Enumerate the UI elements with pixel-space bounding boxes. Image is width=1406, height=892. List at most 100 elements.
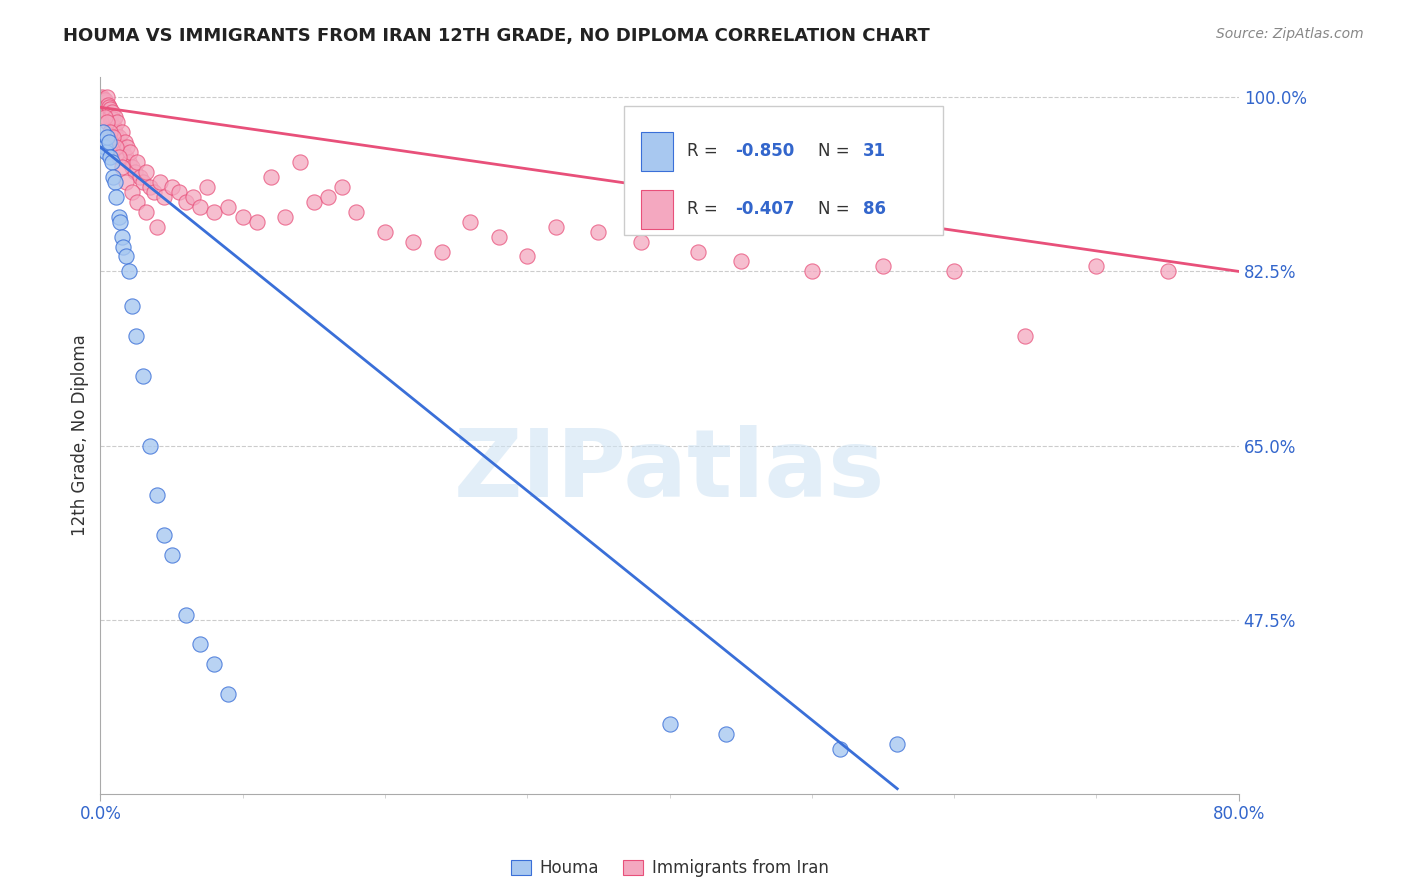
Point bbox=[121, 185, 143, 199]
Point bbox=[374, 225, 396, 239]
Point bbox=[129, 169, 152, 184]
Y-axis label: 12th Grade, No Diploma: 12th Grade, No Diploma bbox=[72, 334, 89, 536]
Point bbox=[98, 125, 121, 139]
Point bbox=[121, 160, 143, 174]
Point bbox=[97, 135, 120, 149]
Point bbox=[110, 215, 132, 229]
Point bbox=[93, 140, 115, 154]
Point bbox=[108, 150, 131, 164]
Point bbox=[120, 145, 142, 159]
Point bbox=[111, 125, 134, 139]
Point bbox=[730, 254, 752, 268]
Point bbox=[103, 125, 125, 139]
Point bbox=[96, 115, 118, 129]
Point bbox=[260, 169, 283, 184]
Point bbox=[90, 90, 112, 104]
Text: ZIPatlas: ZIPatlas bbox=[454, 425, 886, 517]
Point bbox=[94, 93, 117, 107]
Point bbox=[232, 210, 254, 224]
Point bbox=[108, 210, 131, 224]
Point bbox=[96, 130, 118, 145]
Point bbox=[94, 100, 117, 114]
Point bbox=[830, 742, 852, 756]
Point bbox=[195, 179, 218, 194]
Point bbox=[139, 438, 162, 452]
Point bbox=[104, 110, 127, 124]
Point bbox=[1085, 260, 1108, 274]
Point bbox=[302, 194, 325, 209]
Point bbox=[160, 548, 183, 562]
Point bbox=[330, 179, 353, 194]
Point bbox=[132, 368, 155, 383]
Point bbox=[93, 110, 115, 124]
Point bbox=[167, 185, 190, 199]
Point bbox=[111, 160, 134, 174]
Point bbox=[96, 90, 118, 104]
Point bbox=[91, 92, 114, 106]
Point bbox=[346, 204, 368, 219]
Point bbox=[217, 687, 239, 701]
Point bbox=[121, 299, 143, 313]
Point bbox=[872, 260, 894, 274]
Point bbox=[100, 115, 122, 129]
Point bbox=[98, 150, 121, 164]
Point bbox=[153, 528, 176, 542]
Point bbox=[686, 244, 709, 259]
Point bbox=[96, 105, 118, 120]
Point bbox=[460, 215, 482, 229]
Point bbox=[91, 125, 114, 139]
Point bbox=[127, 155, 149, 169]
FancyBboxPatch shape bbox=[641, 189, 673, 229]
Point bbox=[111, 229, 134, 244]
Point bbox=[135, 165, 157, 179]
Point bbox=[103, 175, 125, 189]
Point bbox=[98, 110, 121, 124]
Point bbox=[430, 244, 453, 259]
Point bbox=[174, 194, 197, 209]
Point bbox=[153, 190, 176, 204]
Text: -0.850: -0.850 bbox=[735, 142, 794, 161]
Point bbox=[124, 165, 146, 179]
Point bbox=[105, 130, 128, 145]
Point bbox=[202, 657, 225, 672]
Point bbox=[103, 120, 125, 135]
FancyBboxPatch shape bbox=[641, 131, 673, 171]
Legend: Houma, Immigrants from Iran: Houma, Immigrants from Iran bbox=[503, 852, 835, 883]
Point bbox=[488, 229, 510, 244]
Point bbox=[105, 190, 128, 204]
Point bbox=[588, 225, 610, 239]
Point bbox=[132, 175, 155, 189]
Text: N =: N = bbox=[817, 142, 855, 161]
Point bbox=[118, 264, 141, 278]
Point bbox=[716, 727, 738, 741]
Point bbox=[135, 204, 157, 219]
FancyBboxPatch shape bbox=[624, 106, 943, 235]
Point bbox=[146, 219, 169, 234]
Point bbox=[402, 235, 425, 249]
Point bbox=[101, 105, 124, 120]
Point bbox=[100, 155, 122, 169]
Point bbox=[217, 200, 239, 214]
Point bbox=[127, 194, 149, 209]
Text: R =: R = bbox=[686, 142, 723, 161]
Point bbox=[288, 155, 311, 169]
Point bbox=[125, 329, 148, 343]
Point bbox=[160, 179, 183, 194]
Text: 86: 86 bbox=[863, 200, 886, 219]
Point bbox=[188, 637, 211, 651]
Point bbox=[886, 737, 908, 751]
Point bbox=[146, 488, 169, 502]
Point bbox=[114, 135, 136, 149]
Text: -0.407: -0.407 bbox=[735, 200, 796, 219]
Point bbox=[188, 200, 211, 214]
Point bbox=[630, 235, 652, 249]
Point bbox=[105, 140, 128, 154]
Point bbox=[516, 250, 538, 264]
Point bbox=[115, 250, 138, 264]
Point bbox=[117, 140, 139, 154]
Point bbox=[181, 190, 204, 204]
Point bbox=[93, 95, 115, 110]
Point bbox=[800, 264, 823, 278]
Point bbox=[174, 607, 197, 622]
Point bbox=[100, 120, 122, 135]
